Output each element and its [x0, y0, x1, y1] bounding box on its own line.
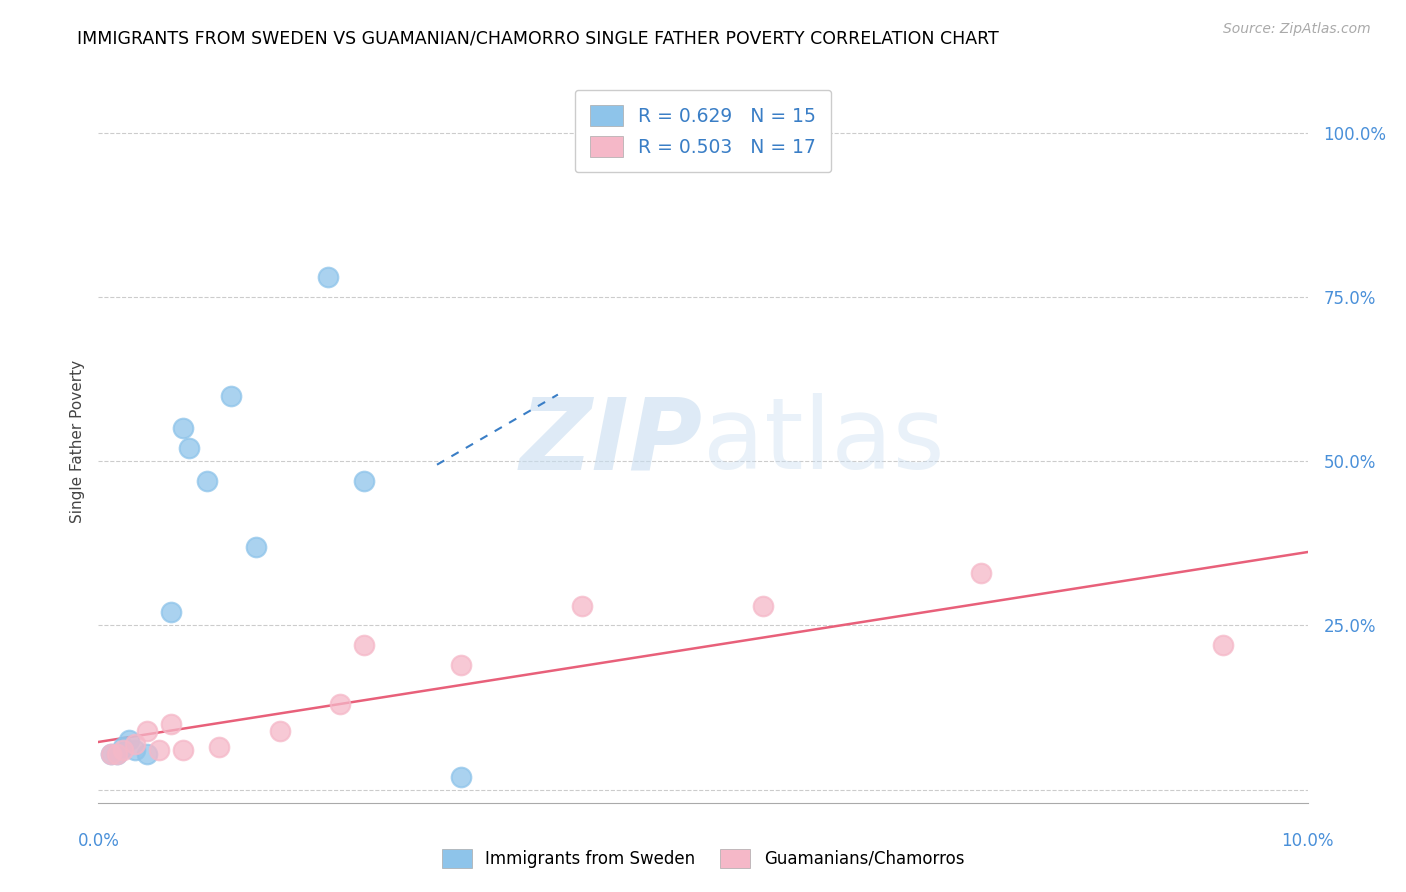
Text: IMMIGRANTS FROM SWEDEN VS GUAMANIAN/CHAMORRO SINGLE FATHER POVERTY CORRELATION C: IMMIGRANTS FROM SWEDEN VS GUAMANIAN/CHAM… — [77, 29, 1000, 47]
Legend: Immigrants from Sweden, Guamanians/Chamorros: Immigrants from Sweden, Guamanians/Chamo… — [436, 842, 970, 875]
Text: Source: ZipAtlas.com: Source: ZipAtlas.com — [1223, 22, 1371, 37]
Point — [208, 739, 231, 754]
Point — [135, 747, 157, 761]
Point — [124, 737, 146, 751]
Point — [329, 698, 352, 712]
Point — [752, 599, 775, 613]
Point — [118, 733, 141, 747]
Point — [450, 657, 472, 672]
Point — [269, 723, 291, 738]
Point — [179, 441, 201, 455]
Y-axis label: Single Father Poverty: Single Father Poverty — [69, 360, 84, 523]
Point — [1212, 638, 1234, 652]
Point — [221, 388, 243, 402]
Point — [195, 474, 218, 488]
Point — [105, 747, 128, 761]
Point — [316, 270, 339, 285]
Text: ZIP: ZIP — [520, 393, 703, 490]
Point — [111, 743, 134, 757]
Point — [124, 743, 146, 757]
Point — [111, 739, 134, 754]
Point — [450, 770, 472, 784]
Point — [135, 723, 157, 738]
Point — [100, 747, 122, 761]
Text: atlas: atlas — [703, 393, 945, 490]
Point — [353, 474, 375, 488]
Point — [172, 421, 194, 435]
Legend: R = 0.629   N = 15, R = 0.503   N = 17: R = 0.629 N = 15, R = 0.503 N = 17 — [575, 90, 831, 172]
Point — [160, 717, 183, 731]
Point — [571, 599, 593, 613]
Point — [105, 747, 128, 761]
Point — [172, 743, 194, 757]
Point — [245, 540, 267, 554]
Text: 0.0%: 0.0% — [77, 832, 120, 850]
Point — [100, 747, 122, 761]
Point — [353, 638, 375, 652]
Point — [160, 605, 183, 619]
Point — [148, 743, 170, 757]
Point — [970, 566, 993, 580]
Text: 10.0%: 10.0% — [1281, 832, 1334, 850]
